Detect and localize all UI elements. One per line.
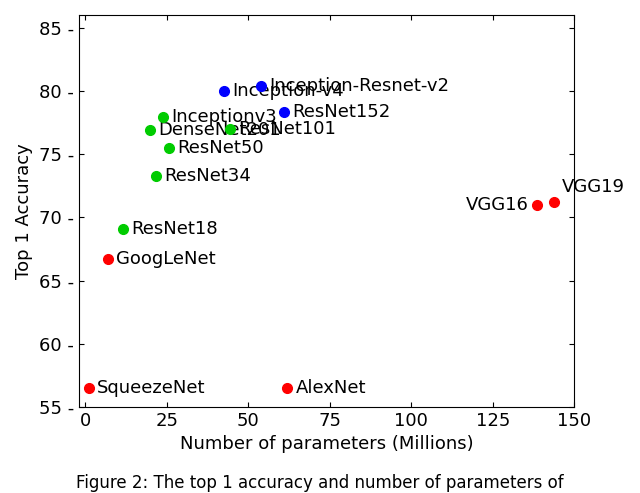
- Text: ResNet18: ResNet18: [131, 220, 218, 238]
- Text: AlexNet: AlexNet: [296, 379, 366, 397]
- Y-axis label: Top 1 Accuracy: Top 1 Accuracy: [15, 143, 33, 279]
- Point: [256, 82, 266, 90]
- Text: Inception-Resnet-v2: Inception-Resnet-v2: [269, 77, 449, 95]
- Point: [220, 87, 230, 95]
- Text: Figure 2: The top 1 accuracy and number of parameters of: Figure 2: The top 1 accuracy and number …: [76, 474, 564, 492]
- Point: [531, 201, 541, 209]
- X-axis label: Number of parameters (Millions): Number of parameters (Millions): [180, 435, 474, 454]
- Text: VGG16: VGG16: [465, 196, 529, 213]
- Point: [282, 384, 292, 392]
- Text: Inception-v4: Inception-v4: [232, 82, 344, 100]
- Point: [151, 172, 161, 179]
- Text: ResNet34: ResNet34: [164, 167, 252, 184]
- Text: ResNet50: ResNet50: [177, 139, 264, 157]
- Text: SqueezeNet: SqueezeNet: [97, 379, 205, 397]
- Text: GoogLeNet: GoogLeNet: [116, 250, 216, 268]
- Point: [279, 108, 289, 116]
- Text: ResNet101: ResNet101: [239, 120, 337, 138]
- Point: [84, 384, 94, 392]
- Point: [225, 125, 236, 133]
- Point: [145, 126, 156, 134]
- Text: DenseNet201: DenseNet201: [159, 121, 281, 139]
- Text: ResNet152: ResNet152: [292, 104, 390, 121]
- Point: [164, 144, 174, 152]
- Text: Inceptionv3: Inceptionv3: [171, 108, 276, 126]
- Point: [548, 198, 559, 206]
- Point: [118, 225, 129, 233]
- Point: [157, 113, 168, 121]
- Text: VGG19: VGG19: [562, 178, 625, 196]
- Point: [103, 255, 113, 263]
